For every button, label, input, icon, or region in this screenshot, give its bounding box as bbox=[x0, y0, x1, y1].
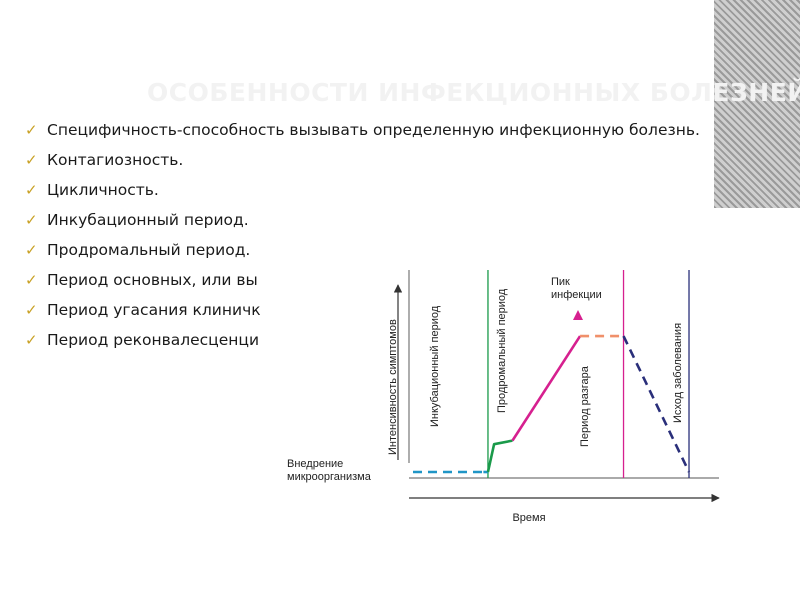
check-icon: ✓ bbox=[25, 121, 38, 139]
bullet-text: Период реконвалесценци bbox=[47, 331, 260, 349]
bullet-text: Продромальный период. bbox=[47, 241, 251, 259]
bullet-text: Контагиозность. bbox=[47, 151, 184, 169]
bullet-text: Специфичность-способность вызывать опред… bbox=[47, 121, 700, 139]
bullet-item: ✓ Период угасания клиничк bbox=[25, 300, 705, 321]
chart-svg: Время Интенсивность симптомов Внедрение м… bbox=[287, 270, 720, 524]
bullet-text: Период угасания клиничк bbox=[47, 301, 261, 319]
curve-segment-outcome bbox=[622, 335, 691, 473]
peak-label-line1: Пик bbox=[551, 276, 570, 288]
check-icon: ✓ bbox=[25, 151, 38, 169]
check-icon: ✓ bbox=[25, 181, 38, 199]
slide-title: ОСОБЕННОСТИ ИНФЕКЦИОННЫХ БОЛЕЗНЕЙ. bbox=[147, 78, 800, 107]
check-icon: ✓ bbox=[25, 301, 38, 319]
phase-label-incubation: Инкубационный период bbox=[429, 305, 441, 427]
check-icon: ✓ bbox=[25, 331, 38, 349]
disease-curve bbox=[413, 334, 691, 474]
x-axis-label: Время bbox=[512, 512, 545, 524]
entry-label-line1: Внедрение bbox=[287, 458, 343, 470]
curve-segment-prodromal bbox=[486, 439, 513, 473]
curve-segment-illness bbox=[511, 335, 582, 442]
bullet-item: ✓ Инкубационный период. bbox=[25, 210, 705, 231]
check-icon: ✓ bbox=[25, 211, 38, 229]
y-axis-label: Интенсивность симптомов bbox=[387, 319, 399, 455]
bullet-item: ✓ Специфичность-способность вызывать опре… bbox=[25, 120, 705, 141]
bullet-list: ✓ Специфичность-способность вызывать опре… bbox=[25, 120, 705, 360]
bullet-text: Цикличность. bbox=[47, 181, 159, 199]
bullet-item: ✓ Контагиозность. bbox=[25, 150, 705, 171]
peak-marker-icon bbox=[573, 310, 583, 320]
check-icon: ✓ bbox=[25, 271, 38, 289]
bullet-item: ✓ Период реконвалесценци bbox=[25, 330, 705, 351]
bullet-item: ✓ Цикличность. bbox=[25, 180, 705, 201]
bullet-text: Период основных, или вы bbox=[47, 271, 258, 289]
peak-label-line2: инфекции bbox=[551, 289, 602, 301]
disease-course-chart: Время Интенсивность симптомов Внедрение м… bbox=[283, 255, 723, 527]
phase-label-illness: Период разгара bbox=[579, 365, 591, 447]
bullet-item: ✓ Продромальный период. bbox=[25, 240, 705, 261]
phase-label-prodromal: Продромальный период bbox=[496, 288, 508, 413]
plot-frame bbox=[393, 270, 720, 503]
phase-label-outcome: Исход заболевания bbox=[672, 323, 684, 423]
phase-boundaries bbox=[487, 270, 690, 478]
bullet-item: ✓ Период основных, или вы bbox=[25, 270, 705, 291]
check-icon: ✓ bbox=[25, 241, 38, 259]
entry-label: Внедрение микроорганизма bbox=[287, 458, 372, 483]
bullet-text: Инкубационный период. bbox=[47, 211, 249, 229]
peak-label: Пик инфекции bbox=[551, 276, 602, 301]
decorative-stripes bbox=[714, 0, 800, 208]
entry-label-line2: микроорганизма bbox=[287, 471, 372, 483]
